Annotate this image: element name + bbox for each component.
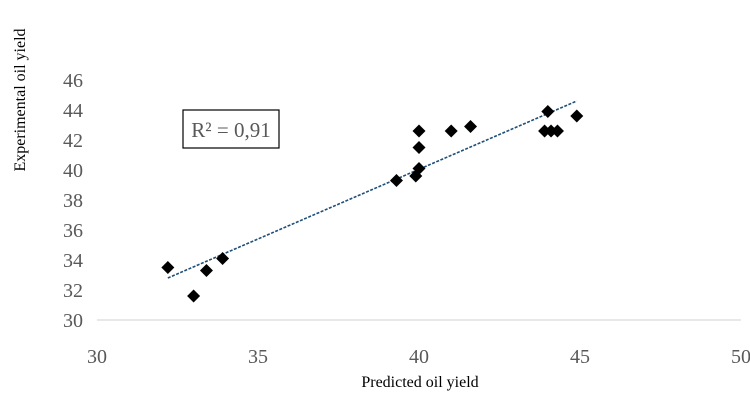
x-tick-label: 35 <box>248 346 268 368</box>
r-squared-frame <box>182 109 280 149</box>
data-point <box>412 162 426 175</box>
data-point <box>550 124 564 138</box>
y-tick-label: 40 <box>63 160 83 182</box>
data-point <box>541 105 555 118</box>
data-point <box>444 124 458 138</box>
x-axis-title: Predicted oil yield <box>361 374 478 391</box>
linear-trendline <box>167 100 578 279</box>
r-squared-label: R² = 0,91 <box>191 118 270 142</box>
y-tick-label: 30 <box>63 310 83 332</box>
y-tick-label: 42 <box>63 130 83 152</box>
x-tick-labels: 30 35 40 45 50 <box>87 346 750 368</box>
y-axis-title: Experimental oil yield <box>12 28 29 171</box>
data-point <box>412 124 426 138</box>
r-squared-box: R² = 0,91 <box>182 109 280 149</box>
trendline-layer <box>167 100 578 279</box>
x-tick-label: 40 <box>409 346 429 368</box>
data-point <box>216 252 230 265</box>
data-point <box>389 174 403 187</box>
y-tick-label: 38 <box>63 190 83 212</box>
y-tick-label: 34 <box>63 250 83 272</box>
y-tick-label: 44 <box>63 100 83 122</box>
y-tick-label: 32 <box>63 280 83 302</box>
data-point <box>161 261 175 274</box>
data-point <box>199 264 213 277</box>
x-tick-label: 30 <box>87 346 107 368</box>
y-tick-label: 36 <box>63 220 83 242</box>
y-tick-labels: 30 32 34 36 38 40 42 44 46 <box>63 70 83 332</box>
x-tick-label: 50 <box>731 346 750 368</box>
data-point <box>464 120 478 133</box>
data-point <box>187 289 201 303</box>
x-tick-label: 45 <box>570 346 590 368</box>
y-tick-label: 46 <box>63 70 83 92</box>
data-points <box>161 105 584 303</box>
data-point <box>412 141 426 154</box>
data-point <box>570 109 584 123</box>
